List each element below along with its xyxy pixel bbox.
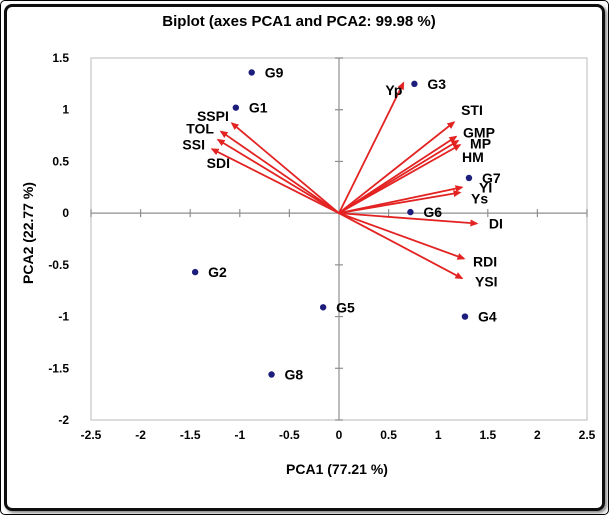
- vector-label-HM: HM: [462, 149, 484, 165]
- point-G6: [407, 208, 414, 216]
- point-label-G5: G5: [336, 299, 355, 315]
- point-G5: [319, 304, 327, 311]
- vector-label-SSI: SSI: [182, 137, 205, 153]
- point-label-G1: G1: [249, 100, 268, 116]
- point-G3: [411, 80, 418, 88]
- vector-YSI: [338, 212, 464, 280]
- vector-STI: [338, 121, 456, 214]
- x-tick-label: -2: [135, 428, 146, 442]
- x-tick-label: 2.5: [579, 428, 596, 442]
- point-G7: [465, 174, 473, 182]
- x-tick-label: 1: [435, 428, 442, 442]
- vector-label-SDI: SDI: [207, 155, 230, 171]
- vector-label-YI: YI: [479, 179, 492, 195]
- vector-label-DI: DI: [489, 215, 503, 231]
- y-axis-title: PCA2 (22.77 %): [20, 182, 36, 284]
- vector-RDI: [338, 212, 466, 260]
- point-label-G6: G6: [423, 204, 442, 220]
- point-G4: [461, 313, 469, 320]
- vector-label-MP: MP: [470, 136, 491, 152]
- y-tick-label: 0: [62, 206, 69, 220]
- point-label-G7: G7: [482, 170, 501, 186]
- vector-SSPI: [230, 122, 340, 214]
- y-tick-label: 1.5: [52, 51, 69, 65]
- point-label-G3: G3: [427, 76, 446, 92]
- point-G2: [191, 268, 199, 276]
- x-tick-label: 0.5: [380, 428, 397, 442]
- vector-label-GMP: GMP: [463, 125, 495, 141]
- chart-title: Biplot (axes PCA1 and PCA2: 99.98 %): [162, 13, 436, 30]
- point-label-G2: G2: [208, 264, 227, 280]
- y-tick-label: -1: [58, 310, 69, 324]
- x-tick-label: 2: [534, 428, 541, 442]
- point-label-G4: G4: [478, 309, 497, 325]
- vector-label-TOL: TOL: [186, 120, 214, 136]
- vector-label-Ys: Ys: [471, 190, 488, 206]
- point-label-G9: G9: [265, 64, 284, 80]
- y-tick-label: 1: [62, 103, 69, 117]
- vector-label-YSI: YSI: [475, 273, 498, 289]
- vector-Yp: [338, 81, 405, 214]
- y-tick-label: -2: [58, 413, 69, 427]
- x-tick-label: 1.5: [479, 428, 496, 442]
- x-axis-title: PCA1 (77.21 %): [286, 461, 388, 477]
- vector-label-STI: STI: [461, 102, 483, 118]
- y-tick-label: -1.5: [48, 361, 69, 375]
- vector-SDI: [210, 148, 340, 214]
- point-label-G8: G8: [285, 366, 304, 382]
- vector-HM: [338, 144, 462, 214]
- x-tick-label: -1: [234, 428, 245, 442]
- point-G8: [268, 371, 275, 378]
- vector-TOL: [219, 130, 340, 214]
- vector-SSI: [216, 138, 340, 214]
- x-tick-label: -0.5: [279, 428, 300, 442]
- x-tick-label: -1.5: [180, 428, 201, 442]
- point-G1: [232, 104, 240, 111]
- vector-label-SSPI: SSPI: [197, 108, 229, 124]
- x-tick-label: 0: [336, 428, 343, 442]
- point-G9: [248, 69, 255, 76]
- y-tick-label: 0.5: [52, 154, 69, 168]
- vector-Ys: [338, 190, 462, 215]
- vector-DI: [338, 212, 479, 227]
- y-tick-label: -0.5: [48, 258, 69, 272]
- vector-label-RDI: RDI: [473, 254, 497, 270]
- x-tick-label: -2.5: [81, 428, 102, 442]
- vector-label-Yp: Yp: [385, 82, 402, 98]
